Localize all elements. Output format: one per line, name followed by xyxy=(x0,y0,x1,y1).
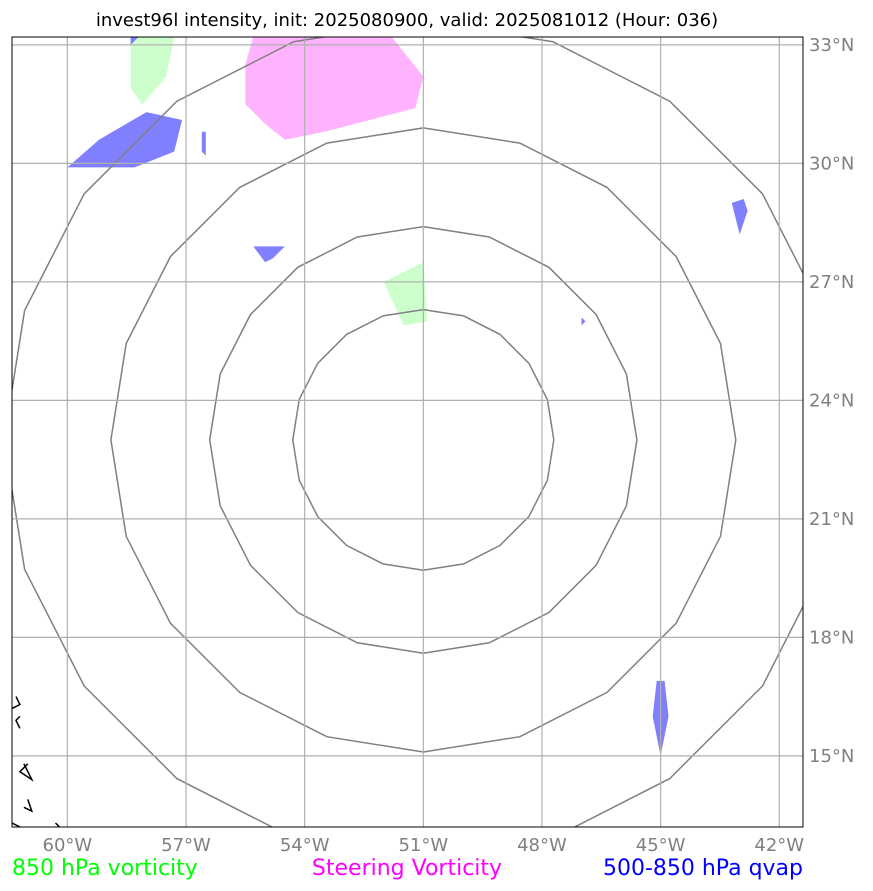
850-hpa-vorticity-region-1 xyxy=(383,262,428,326)
x-tick-label: 42°W xyxy=(754,835,804,856)
range-ring-0 xyxy=(292,308,555,572)
range-ring-1 xyxy=(208,225,638,654)
y-tick-label: 18°N xyxy=(809,627,854,648)
plot-background xyxy=(12,37,803,827)
x-tick-label: 54°W xyxy=(280,835,330,856)
range-ring-2 xyxy=(110,127,737,753)
y-tick-label: 21°N xyxy=(809,509,854,530)
legend-label-steering-vorticity: Steering Vorticity xyxy=(312,856,502,881)
data-layers xyxy=(67,37,748,756)
x-tick-label: 60°W xyxy=(43,835,93,856)
y-tick-label: 27°N xyxy=(809,272,854,293)
850-hpa-vorticity-region-0 xyxy=(130,37,175,105)
500-850-hpa-qvap-region-2 xyxy=(201,131,206,156)
500-850-hpa-qvap-region-0 xyxy=(67,112,183,168)
coastline-0 xyxy=(12,696,21,710)
legend-label-850-vorticity: 850 hPa vorticity xyxy=(12,856,198,881)
range-rings xyxy=(12,37,803,827)
x-tick-label: 48°W xyxy=(517,835,567,856)
x-tick-label: 45°W xyxy=(636,835,686,856)
500-850-hpa-qvap-region-4 xyxy=(731,199,748,235)
plot-frame xyxy=(11,36,804,828)
coastline-5 xyxy=(54,822,61,827)
steering-vorticity-region-0 xyxy=(245,37,424,140)
500-850-hpa-qvap-region-1 xyxy=(130,37,139,45)
coastline-1 xyxy=(15,715,21,729)
chart-title: invest96l intensity, init: 2025080900, v… xyxy=(96,10,718,31)
500-850-hpa-qvap-region-3 xyxy=(253,246,285,263)
y-axis-ticks: 15°N 18°N 21°N 24°N 27°N 30°N 33°N xyxy=(809,35,854,767)
range-ring-3 xyxy=(12,37,803,827)
y-tick-label: 30°N xyxy=(809,153,854,174)
gridlines xyxy=(12,37,803,827)
x-tick-label: 57°W xyxy=(161,835,211,856)
y-tick-label: 24°N xyxy=(809,390,854,411)
coastline-2 xyxy=(18,763,34,782)
x-tick-label: 51°W xyxy=(398,835,448,856)
y-tick-label: 33°N xyxy=(809,35,854,56)
legend-label-qvap: 500-850 hPa qvap xyxy=(603,856,803,881)
coastline-3 xyxy=(23,799,34,813)
x-axis-ticks: 60°W 57°W 54°W 51°W 48°W 45°W 42°W xyxy=(43,835,805,856)
coastlines xyxy=(12,696,61,827)
500-850-hpa-qvap-region-5 xyxy=(581,317,586,326)
coastline-4 xyxy=(12,822,21,827)
y-tick-label: 15°N xyxy=(809,746,854,767)
